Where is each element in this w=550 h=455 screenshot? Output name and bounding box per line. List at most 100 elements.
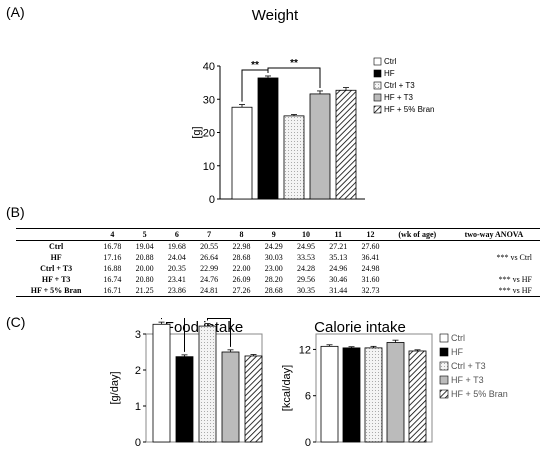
- legend-swatch-hf: [373, 69, 382, 78]
- table-row: Ctrl 16.78 19.04 19.68 20.55 22.98 24.29 24.95 2…: [16, 241, 540, 253]
- panel-label-b: (B): [6, 204, 25, 220]
- table-header-12: 12: [366, 230, 375, 239]
- table-cell: 24.96: [329, 264, 348, 273]
- legend-label-hf: HF: [451, 347, 463, 357]
- table-cell: 26.09: [232, 275, 251, 284]
- table-cell: 28.68: [232, 253, 251, 262]
- y-tick-label: 6: [305, 391, 311, 403]
- table-cell: 16.74: [103, 275, 122, 284]
- table-anova-cell: *** vs Ctrl: [496, 253, 532, 262]
- y-tick-label: 30: [203, 94, 215, 106]
- table-header-8: 8: [239, 230, 244, 239]
- legend-label-ctrl: Ctrl: [451, 333, 465, 343]
- calorie-intake-chart: Calorie intake [kcal/day] 0 6 12 Ctrl HF Ctrl +…: [281, 319, 508, 449]
- bar-ctrl-t3: [364, 347, 383, 443]
- bar-hf-5-bran: [408, 350, 427, 443]
- y-tick-label: 0: [135, 437, 141, 449]
- table-anova-cell: [448, 241, 540, 253]
- table-cell: 31.60: [361, 275, 380, 284]
- table-row-label: HF + 5% Bran: [30, 286, 82, 295]
- table-cell-blank: [387, 263, 448, 274]
- legend-swatch-ctrl: [373, 57, 382, 66]
- table-anova-cell: [448, 263, 540, 274]
- significance-bracket: [267, 67, 321, 88]
- table-cell: 19.68: [167, 242, 186, 251]
- table-cell: 24.81: [200, 286, 219, 295]
- table-cell: 31.44: [329, 286, 348, 295]
- table-cell: 35.13: [329, 253, 348, 262]
- table-row-label: Ctrl + T3: [40, 264, 73, 273]
- table-cell: 27.26: [232, 286, 251, 295]
- significance-marker: **: [215, 318, 223, 320]
- y-tick-label: 0: [209, 194, 215, 205]
- table-cell: 24.28: [296, 264, 315, 273]
- table-cell: 24.76: [200, 275, 219, 284]
- legend-label-ctrl: Ctrl: [384, 57, 397, 66]
- table-cell: 24.04: [167, 253, 186, 262]
- chart-title: Calorie intake: [314, 319, 406, 336]
- bar-hf-t3: [386, 342, 405, 443]
- bar-ctrl-t3: [198, 325, 217, 443]
- bar-hf: [342, 347, 361, 443]
- bar-hf-5-bran: [335, 89, 357, 200]
- table-cell: 21.25: [135, 286, 154, 295]
- bar-hf-t3: [309, 93, 331, 200]
- table-cell: 36.41: [361, 253, 380, 262]
- bar-hf: [257, 77, 279, 200]
- table-header-9: 9: [271, 230, 276, 239]
- table-cell: 26.64: [200, 253, 219, 262]
- table-cell: 20.88: [135, 253, 154, 262]
- table-header-7: 7: [207, 230, 212, 239]
- significance-bracket: [161, 318, 185, 352]
- legend-swatch-hf-5-bran: [439, 389, 449, 399]
- table-cell: 29.56: [296, 275, 315, 284]
- table-cell: 22.99: [200, 264, 219, 273]
- table-cell: 28.20: [264, 275, 283, 284]
- table-cell: 22.98: [232, 242, 251, 251]
- table-cell: 33.53: [296, 253, 315, 262]
- weight-table: 4 5 6 7 8 9 10 11 12 (wk of age) two-way ANOVA Ctr…: [16, 228, 540, 297]
- y-tick-label: 12: [299, 344, 311, 356]
- table-cell: 30.03: [264, 253, 283, 262]
- significance-marker: **: [290, 58, 298, 69]
- chart-title: Weight: [252, 7, 299, 24]
- y-tick-label: 1: [135, 401, 141, 413]
- table-header-6: 6: [174, 230, 179, 239]
- table-row-label: HF + T3: [41, 275, 71, 284]
- table-cell: 16.78: [103, 242, 122, 251]
- y-tick-label: 10: [203, 161, 215, 173]
- y-tick-label: 0: [305, 437, 311, 449]
- table-row: HF 17.16 20.88 24.04 26.64 28.68 30.03 33.53 35.…: [16, 252, 540, 263]
- table-row: HF + T3 16.74 20.80 23.41 24.76 26.09 28.20 29.…: [16, 274, 540, 285]
- table-cell: 27.60: [361, 242, 380, 251]
- legend-swatch-hf: [439, 347, 449, 357]
- table-cell: 27.21: [329, 242, 348, 251]
- panel-label-a: (A): [6, 4, 25, 20]
- significance-bracket: [207, 318, 231, 347]
- legend-swatch-hf-t3: [439, 375, 449, 385]
- table-row-label: HF: [50, 253, 62, 262]
- table-cell: 23.41: [167, 275, 186, 284]
- table-cell: 24.98: [361, 264, 380, 273]
- table-cell: 20.55: [200, 242, 219, 251]
- table-cell: 32.73: [361, 286, 380, 295]
- table-row: Ctrl + T3 16.88 20.00 20.35 22.99 22.00 23.00 2…: [16, 263, 540, 274]
- y-axis-label: [kcal/day]: [281, 365, 293, 411]
- bar-ctrl: [320, 345, 339, 443]
- table-cell: 30.46: [329, 275, 348, 284]
- table-header-4: 4: [110, 230, 115, 239]
- table-anova-cell: *** vs HF: [498, 275, 532, 284]
- table-cell: 20.35: [167, 264, 186, 273]
- table-cell: 23.86: [167, 286, 186, 295]
- significance-marker: **: [251, 60, 259, 71]
- legend-swatch-ctrl-t3: [439, 361, 449, 371]
- table-row-label: Ctrl: [49, 242, 64, 251]
- table-cell: 20.00: [135, 264, 154, 273]
- legend-swatch-hf-t3: [373, 93, 382, 102]
- bar-ctrl-t3: [283, 115, 305, 200]
- table-anova-cell: *** vs HF: [498, 286, 532, 295]
- table-cell: 16.71: [103, 286, 122, 295]
- table-cell: 19.04: [135, 242, 154, 251]
- table-cell: 23.00: [264, 264, 283, 273]
